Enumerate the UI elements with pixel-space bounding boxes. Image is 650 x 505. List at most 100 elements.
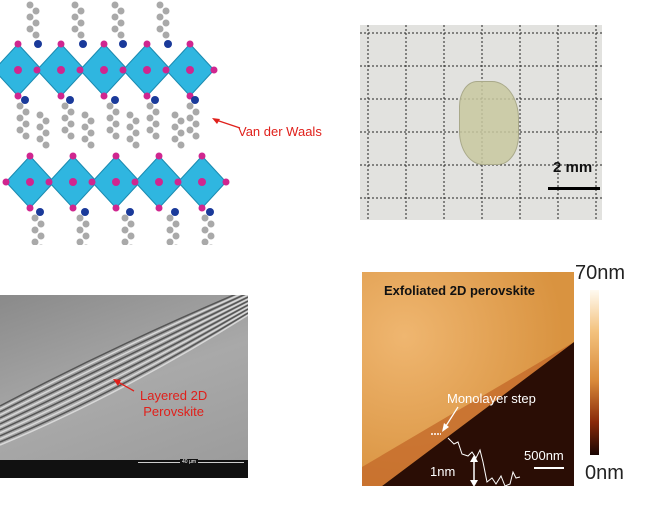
carbon-atom bbox=[166, 226, 174, 234]
nitrogen-atom bbox=[119, 40, 127, 48]
carbon-atom bbox=[112, 132, 120, 140]
layer-stripe bbox=[0, 306, 248, 434]
afm-image: Exfoliated 2D perovskite Monolayer step … bbox=[362, 272, 574, 486]
layer-stripe bbox=[0, 298, 248, 422]
carbon-atom bbox=[42, 117, 50, 125]
afm-step-label: Monolayer step bbox=[447, 391, 536, 406]
carbon-atom bbox=[192, 108, 200, 116]
photo-scale-bar bbox=[548, 187, 600, 190]
carbon-atom bbox=[121, 226, 129, 234]
metal-atom bbox=[14, 66, 22, 74]
carbon-atom bbox=[36, 111, 44, 119]
carbon-atom bbox=[201, 238, 209, 245]
halide-atom bbox=[198, 152, 206, 160]
carbon-atom bbox=[67, 132, 75, 140]
carbon-atom bbox=[111, 1, 119, 9]
carbon-atom bbox=[126, 123, 134, 131]
carbon-atom bbox=[67, 120, 75, 128]
carbon-atom bbox=[162, 19, 170, 27]
layer-stripe bbox=[0, 302, 248, 428]
carbon-atom bbox=[32, 19, 40, 27]
carbon-atom bbox=[16, 102, 24, 110]
carbon-atom bbox=[186, 114, 194, 122]
carbon-atom bbox=[162, 7, 170, 15]
carbon-atom bbox=[84, 244, 88, 245]
colorbar-max-label: 70nm bbox=[575, 262, 626, 284]
layer-stripe bbox=[0, 295, 246, 413]
halide-atom bbox=[57, 40, 65, 48]
halide-atom bbox=[69, 152, 77, 160]
carbon-atom bbox=[71, 25, 79, 33]
halide-atom bbox=[14, 92, 22, 100]
carbon-atom bbox=[76, 238, 84, 245]
carbon-atom bbox=[32, 31, 40, 39]
carbon-atom bbox=[207, 220, 215, 228]
carbon-atom bbox=[186, 126, 194, 134]
afm-height-label: 1nm bbox=[430, 464, 456, 479]
metal-atom bbox=[26, 178, 34, 186]
carbon-atom bbox=[42, 141, 50, 149]
carbon-atom bbox=[192, 132, 200, 140]
carbon-atom bbox=[152, 132, 160, 140]
nitrogen-atom bbox=[164, 40, 172, 48]
sem-label-line1: Layered 2D bbox=[140, 388, 208, 403]
metal-atom bbox=[100, 66, 108, 74]
nitrogen-atom bbox=[79, 40, 87, 48]
carbon-atom bbox=[132, 117, 140, 125]
carbon-atom bbox=[81, 111, 89, 119]
sem-label-line2: Perovskite bbox=[143, 404, 204, 419]
carbon-atom bbox=[26, 25, 34, 33]
carbon-atom bbox=[106, 102, 114, 110]
carbon-atom bbox=[117, 31, 125, 39]
afm-title: Exfoliated 2D perovskite bbox=[384, 283, 535, 298]
carbon-atom bbox=[71, 13, 79, 21]
carbon-atom bbox=[37, 220, 45, 228]
sem-info-bar: 40 µm bbox=[0, 459, 248, 478]
carbon-atom bbox=[81, 135, 89, 143]
carbon-atom bbox=[87, 141, 95, 149]
carbon-atom bbox=[132, 141, 140, 149]
carbon-atom bbox=[77, 19, 85, 27]
nitrogen-atom bbox=[81, 208, 89, 216]
nitrogen-atom bbox=[36, 208, 44, 216]
crystal-flake bbox=[459, 81, 519, 165]
carbon-atom bbox=[201, 226, 209, 234]
afm-scale-label: 500nm bbox=[524, 448, 564, 463]
halide-atom bbox=[88, 178, 96, 186]
carbon-atom bbox=[67, 108, 75, 116]
carbon-atom bbox=[36, 135, 44, 143]
sem-image: 40 µm bbox=[0, 295, 248, 478]
carbon-atom bbox=[209, 244, 213, 245]
carbon-atom bbox=[117, 19, 125, 27]
nitrogen-atom bbox=[126, 208, 134, 216]
layer-stripe bbox=[0, 296, 248, 419]
carbon-atom bbox=[76, 226, 84, 234]
nitrogen-atom bbox=[21, 96, 29, 104]
carbon-atom bbox=[87, 129, 95, 137]
halide-atom bbox=[155, 204, 163, 212]
nitrogen-atom bbox=[66, 96, 74, 104]
metal-atom bbox=[198, 178, 206, 186]
nitrogen-atom bbox=[206, 208, 214, 216]
carbon-atom bbox=[127, 220, 135, 228]
carbon-atom bbox=[156, 25, 164, 33]
halide-atom bbox=[26, 152, 34, 160]
halide-atom bbox=[143, 40, 151, 48]
carbon-atom bbox=[172, 232, 180, 240]
nitrogen-atom bbox=[151, 96, 159, 104]
halide-atom bbox=[186, 40, 194, 48]
layer-stripe bbox=[0, 295, 236, 407]
photo-scale-label: 2 mm bbox=[553, 159, 593, 176]
halide-atom bbox=[2, 178, 10, 186]
carbon-atom bbox=[172, 220, 180, 228]
carbon-atom bbox=[31, 214, 39, 222]
carbon-atom bbox=[71, 1, 79, 9]
halide-atom bbox=[210, 66, 218, 74]
halide-atom bbox=[174, 178, 182, 186]
halide-atom bbox=[112, 152, 120, 160]
layer-stripe bbox=[0, 314, 248, 446]
halide-atom bbox=[76, 66, 84, 74]
carbon-atom bbox=[61, 114, 69, 122]
metal-atom bbox=[155, 178, 163, 186]
carbon-atom bbox=[129, 244, 133, 245]
